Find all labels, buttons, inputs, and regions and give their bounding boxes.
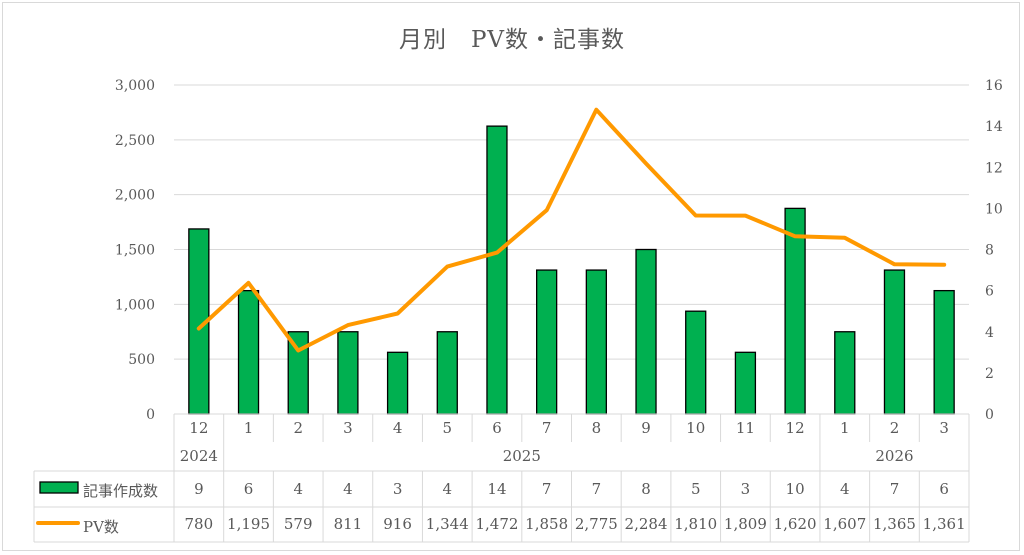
legend-label-pv: PV数 bbox=[83, 518, 119, 536]
pv-value: 916 bbox=[383, 515, 412, 533]
articles-value: 6 bbox=[939, 480, 949, 498]
pv-value: 1,810 bbox=[674, 515, 718, 533]
left-axis-tick: 2,000 bbox=[115, 188, 155, 204]
articles-value: 3 bbox=[740, 480, 751, 498]
left-axis-tick: 500 bbox=[128, 352, 155, 368]
pv-value: 579 bbox=[283, 515, 313, 533]
right-axis-tick: 8 bbox=[985, 243, 994, 259]
pv-value: 1,361 bbox=[922, 515, 966, 533]
bar-articles bbox=[585, 269, 607, 415]
month-label: 2 bbox=[889, 419, 900, 437]
articles-value: 8 bbox=[641, 480, 651, 498]
pv-value: 1,858 bbox=[525, 515, 569, 533]
left-axis-tick: 2,500 bbox=[115, 133, 155, 149]
line-pv bbox=[196, 107, 947, 353]
articles-value: 4 bbox=[442, 480, 453, 498]
bar-articles bbox=[386, 351, 409, 415]
bar-articles bbox=[734, 351, 757, 415]
month-label: 5 bbox=[442, 419, 453, 437]
month-label: 1 bbox=[243, 419, 254, 437]
articles-value: 7 bbox=[591, 480, 602, 498]
month-label: 12 bbox=[189, 419, 209, 437]
articles-value: 14 bbox=[487, 480, 507, 498]
pv-value: 2,775 bbox=[574, 515, 618, 533]
gridlines bbox=[174, 84, 969, 360]
pv-value: 1,809 bbox=[723, 515, 767, 533]
right-axis-tick: 16 bbox=[985, 78, 1003, 94]
month-label: 1 bbox=[840, 419, 850, 437]
year-label: 2025 bbox=[502, 447, 541, 465]
month-label: 11 bbox=[735, 419, 755, 437]
articles-value: 5 bbox=[690, 480, 701, 498]
bar-articles bbox=[784, 207, 806, 415]
month-label: 10 bbox=[686, 419, 706, 437]
month-label: 3 bbox=[939, 419, 949, 437]
right-axis-articles: 0 2 4 6 8 10 12 14 16 bbox=[985, 78, 1003, 423]
month-label: 9 bbox=[641, 419, 651, 437]
right-axis-tick: 14 bbox=[985, 119, 1003, 135]
right-axis-tick: 4 bbox=[985, 325, 994, 341]
month-label: 2 bbox=[293, 419, 303, 437]
data-table-grid bbox=[33, 413, 970, 543]
bar-articles bbox=[337, 331, 359, 415]
pv-value: 1,620 bbox=[773, 515, 817, 533]
left-axis-tick: 1,000 bbox=[115, 297, 155, 313]
articles-value: 7 bbox=[541, 480, 552, 498]
articles-value: 4 bbox=[840, 480, 850, 498]
month-label: 8 bbox=[591, 419, 602, 437]
month-label: 4 bbox=[392, 419, 403, 437]
line-series-pv bbox=[196, 107, 947, 353]
articles-value: 4 bbox=[343, 480, 353, 498]
bar-articles bbox=[486, 125, 508, 415]
year-label: 2024 bbox=[179, 447, 218, 465]
articles-value: 10 bbox=[785, 480, 805, 498]
month-label: 7 bbox=[541, 419, 552, 437]
right-axis-tick: 12 bbox=[985, 160, 1003, 176]
legend-keys bbox=[36, 481, 80, 525]
right-axis-tick: 0 bbox=[985, 407, 994, 423]
bar-articles bbox=[883, 269, 906, 415]
right-axis-tick: 6 bbox=[985, 284, 994, 300]
articles-value: 7 bbox=[889, 480, 900, 498]
pv-value: 1,344 bbox=[425, 515, 469, 533]
month-label: 3 bbox=[343, 419, 353, 437]
bar-series-articles bbox=[188, 125, 955, 415]
articles-value: 6 bbox=[243, 480, 254, 498]
pv-value: 2,284 bbox=[624, 515, 668, 533]
chart-title: 月別 PV数・記事数 bbox=[398, 27, 626, 53]
pv-value: 1,195 bbox=[227, 515, 270, 533]
left-axis-tick: 3,000 bbox=[115, 78, 155, 94]
left-axis-tick: 0 bbox=[146, 407, 155, 423]
pv-value: 780 bbox=[184, 515, 214, 533]
month-label: 12 bbox=[785, 419, 805, 437]
month-label: 6 bbox=[492, 419, 502, 437]
bar-articles bbox=[436, 331, 458, 415]
pv-value: 811 bbox=[333, 515, 363, 533]
bar-articles bbox=[834, 331, 856, 415]
pv-value: 1,365 bbox=[872, 515, 916, 533]
pv-value: 1,472 bbox=[475, 515, 519, 533]
bar-articles bbox=[635, 248, 657, 415]
pv-value: 1,607 bbox=[823, 515, 867, 533]
legend-key-articles bbox=[39, 481, 79, 494]
right-axis-tick: 10 bbox=[985, 201, 1003, 217]
right-axis-tick: 2 bbox=[985, 366, 994, 382]
bar-articles bbox=[685, 310, 707, 415]
articles-value: 3 bbox=[392, 480, 403, 498]
left-axis-pv: 0 500 1,000 1,500 2,000 2,500 3,000 bbox=[115, 78, 155, 423]
left-axis-tick: 1,500 bbox=[115, 243, 155, 259]
articles-value: 4 bbox=[293, 480, 303, 498]
bar-articles bbox=[933, 289, 955, 415]
articles-value: 9 bbox=[194, 480, 204, 498]
bar-articles bbox=[536, 269, 558, 415]
bar-articles bbox=[237, 289, 260, 415]
year-label: 2026 bbox=[875, 447, 914, 465]
legend-label-articles: 記事作成数 bbox=[83, 482, 159, 500]
